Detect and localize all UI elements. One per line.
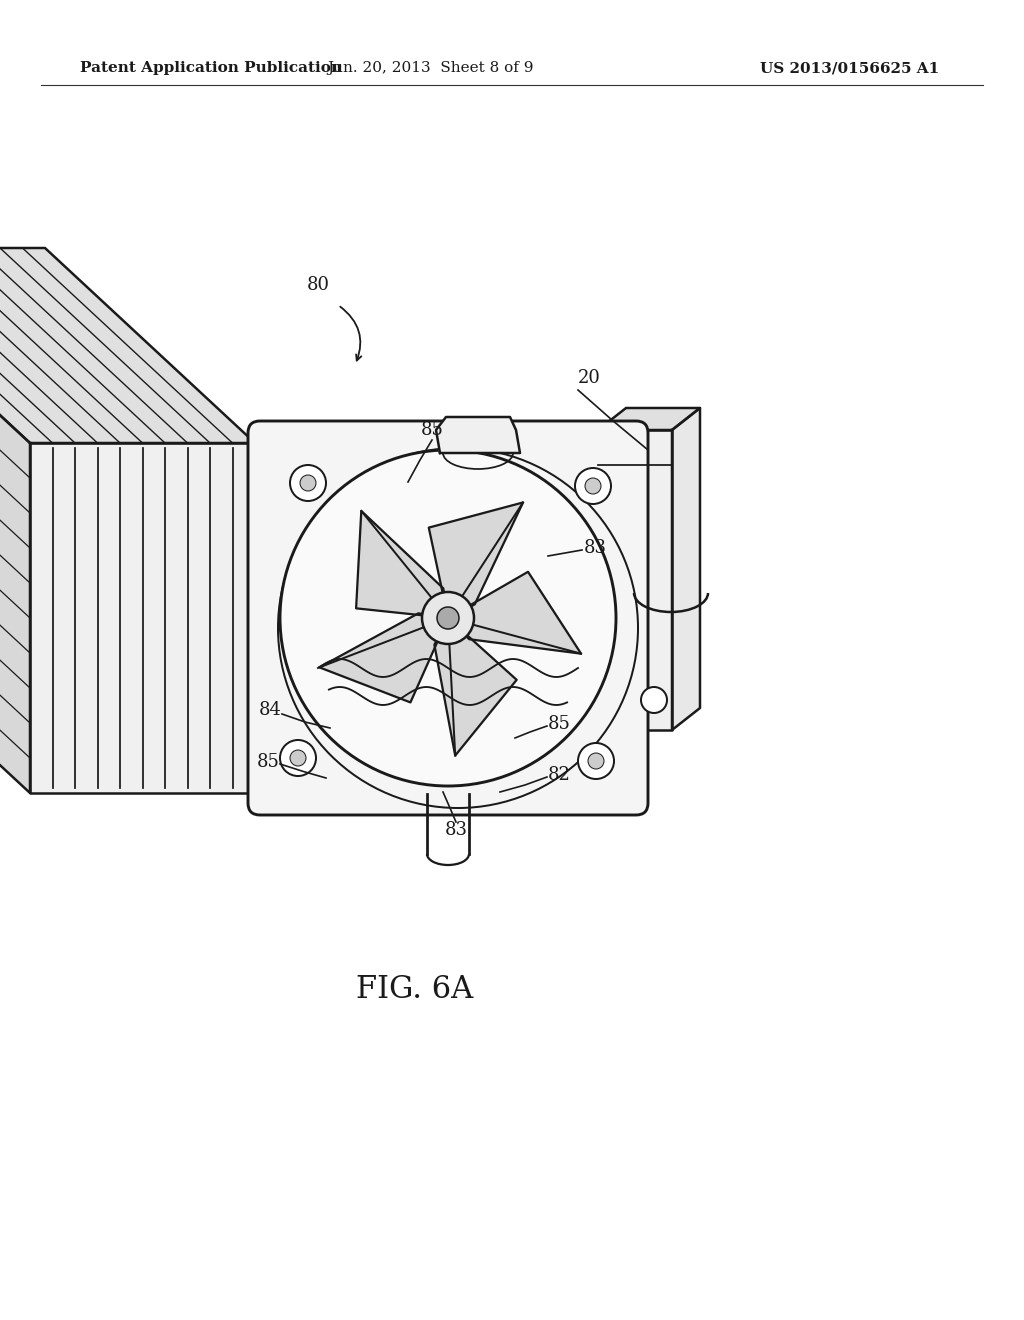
Text: 20: 20 [578, 370, 601, 387]
Text: 82: 82 [548, 766, 570, 784]
Circle shape [290, 465, 326, 502]
FancyBboxPatch shape [248, 421, 648, 814]
Polygon shape [449, 572, 581, 653]
Polygon shape [30, 444, 255, 793]
Circle shape [575, 469, 611, 504]
Polygon shape [598, 430, 672, 730]
Circle shape [585, 478, 601, 494]
Circle shape [641, 686, 667, 713]
Circle shape [300, 475, 316, 491]
Polygon shape [434, 618, 517, 755]
Polygon shape [319, 614, 449, 702]
Polygon shape [356, 511, 449, 618]
Circle shape [422, 591, 474, 644]
Text: 85: 85 [548, 715, 570, 733]
Circle shape [437, 607, 459, 630]
Text: 83: 83 [584, 539, 607, 557]
Circle shape [280, 450, 616, 785]
Text: 85: 85 [257, 752, 280, 771]
Circle shape [578, 743, 614, 779]
Text: 83: 83 [444, 821, 468, 840]
Circle shape [588, 752, 604, 770]
Polygon shape [0, 248, 30, 793]
Text: FIG. 6A: FIG. 6A [356, 974, 474, 1006]
Text: Jun. 20, 2013  Sheet 8 of 9: Jun. 20, 2013 Sheet 8 of 9 [327, 61, 534, 75]
Text: 84: 84 [259, 701, 282, 719]
Polygon shape [0, 248, 255, 444]
Text: 85: 85 [421, 421, 443, 440]
Circle shape [290, 750, 306, 766]
Text: US 2013/0156625 A1: US 2013/0156625 A1 [760, 61, 939, 75]
Polygon shape [672, 408, 700, 730]
Circle shape [280, 741, 316, 776]
Polygon shape [436, 417, 520, 453]
Polygon shape [429, 503, 523, 618]
Text: Patent Application Publication: Patent Application Publication [80, 61, 342, 75]
Text: 80: 80 [306, 276, 330, 294]
Polygon shape [598, 408, 700, 430]
